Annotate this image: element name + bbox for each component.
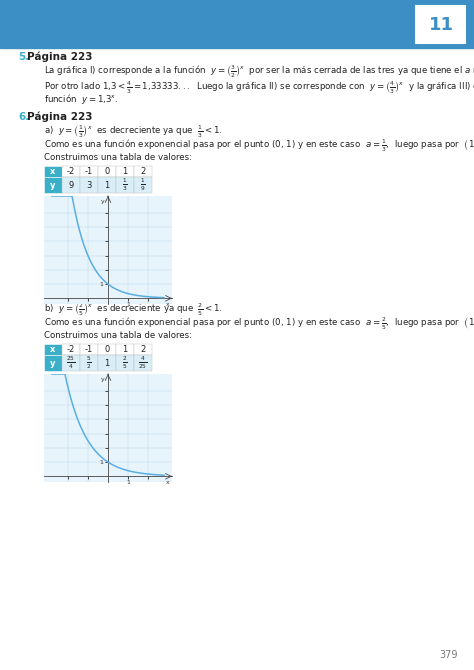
Bar bbox=[44, 166, 62, 177]
Text: -1: -1 bbox=[85, 167, 93, 176]
Bar bbox=[116, 355, 134, 371]
Bar bbox=[80, 166, 98, 177]
Bar bbox=[134, 344, 152, 355]
Text: 1: 1 bbox=[99, 281, 103, 287]
Text: función  $y = 1{,}3^x$.: función $y = 1{,}3^x$. bbox=[44, 92, 118, 106]
Text: Como es una función exponencial pasa por el punto (0, 1) y en este caso  $a = \f: Como es una función exponencial pasa por… bbox=[44, 316, 474, 332]
Text: La gráfica I) corresponde a la función  $y = \left(\frac{3}{2}\right)^x$  por se: La gráfica I) corresponde a la función $… bbox=[44, 64, 474, 80]
Text: 5.: 5. bbox=[18, 52, 29, 62]
Bar bbox=[0, 0, 474, 48]
Text: $\frac{25}{4}$: $\frac{25}{4}$ bbox=[66, 355, 76, 371]
Text: 3: 3 bbox=[86, 180, 91, 190]
Bar bbox=[62, 355, 80, 371]
Bar bbox=[134, 166, 152, 177]
Text: y: y bbox=[100, 199, 104, 204]
Text: 9: 9 bbox=[68, 180, 73, 190]
Text: b)  $y = \left(\frac{2}{5}\right)^x$  es decreciente ya que  $\frac{2}{5} < 1$.: b) $y = \left(\frac{2}{5}\right)^x$ es d… bbox=[44, 302, 223, 318]
Bar bbox=[44, 344, 62, 355]
Text: $\frac{2}{5}$: $\frac{2}{5}$ bbox=[122, 355, 128, 371]
Text: y: y bbox=[100, 377, 104, 382]
FancyBboxPatch shape bbox=[417, 5, 465, 42]
Text: 11: 11 bbox=[428, 16, 454, 34]
Text: 1: 1 bbox=[126, 480, 130, 485]
Text: $\frac{1}{3}$: $\frac{1}{3}$ bbox=[122, 177, 128, 193]
Bar bbox=[98, 177, 116, 193]
Text: x: x bbox=[166, 302, 170, 307]
Text: y: y bbox=[50, 180, 56, 190]
Text: Por otro lado $1{,}3 < \frac{4}{3} = 1{,}33333...$  Luego la gráfica II) se corr: Por otro lado $1{,}3 < \frac{4}{3} = 1{,… bbox=[44, 80, 474, 96]
Text: 1: 1 bbox=[126, 302, 130, 307]
Text: Construimos una tabla de valores:: Construimos una tabla de valores: bbox=[44, 331, 192, 340]
Bar bbox=[134, 355, 152, 371]
Text: $\frac{4}{25}$: $\frac{4}{25}$ bbox=[138, 355, 148, 371]
Text: y: y bbox=[50, 358, 56, 368]
Text: 2: 2 bbox=[140, 167, 146, 176]
Bar bbox=[98, 166, 116, 177]
Text: 6.: 6. bbox=[18, 112, 29, 122]
Bar bbox=[116, 344, 134, 355]
Text: -1: -1 bbox=[85, 345, 93, 354]
Text: 1: 1 bbox=[122, 345, 128, 354]
Text: x: x bbox=[50, 167, 55, 176]
Text: 2: 2 bbox=[140, 345, 146, 354]
Bar bbox=[80, 355, 98, 371]
Bar bbox=[62, 177, 80, 193]
Text: Página 223: Página 223 bbox=[27, 111, 92, 122]
Text: a)  $y = \left(\frac{1}{3}\right)^x$  es decreciente ya que  $\frac{1}{3} < 1$.: a) $y = \left(\frac{1}{3}\right)^x$ es d… bbox=[44, 123, 222, 140]
Text: Como es una función exponencial pasa por el punto (0, 1) y en este caso  $a = \f: Como es una función exponencial pasa por… bbox=[44, 137, 474, 154]
Text: -2: -2 bbox=[67, 167, 75, 176]
Text: 379: 379 bbox=[439, 650, 458, 660]
Text: 1: 1 bbox=[122, 167, 128, 176]
Text: 1: 1 bbox=[99, 460, 103, 464]
Bar bbox=[44, 177, 62, 193]
Text: 0: 0 bbox=[104, 345, 109, 354]
Bar bbox=[80, 177, 98, 193]
Text: 1: 1 bbox=[104, 358, 109, 368]
Text: x: x bbox=[166, 480, 170, 485]
Text: 1: 1 bbox=[104, 180, 109, 190]
Text: Página 223: Página 223 bbox=[27, 52, 92, 62]
Text: $\frac{5}{2}$: $\frac{5}{2}$ bbox=[86, 355, 92, 371]
Text: Construimos una tabla de valores:: Construimos una tabla de valores: bbox=[44, 153, 192, 162]
Bar bbox=[44, 355, 62, 371]
Text: $\frac{1}{9}$: $\frac{1}{9}$ bbox=[140, 177, 146, 193]
Bar bbox=[134, 177, 152, 193]
Bar bbox=[62, 166, 80, 177]
Bar bbox=[116, 177, 134, 193]
Bar bbox=[98, 355, 116, 371]
Text: x: x bbox=[50, 345, 55, 354]
Text: 0: 0 bbox=[104, 167, 109, 176]
Bar bbox=[62, 344, 80, 355]
Text: -2: -2 bbox=[67, 345, 75, 354]
Bar bbox=[80, 344, 98, 355]
Bar bbox=[98, 344, 116, 355]
Bar bbox=[116, 166, 134, 177]
